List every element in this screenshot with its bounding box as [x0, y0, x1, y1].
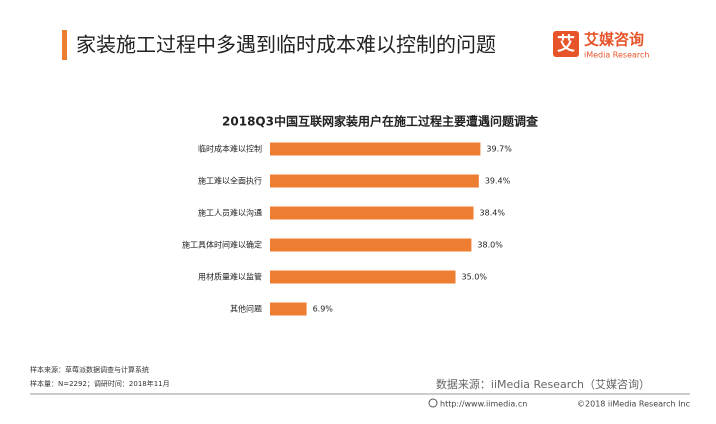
logo-icon: 艾 — [557, 33, 575, 55]
bar — [270, 302, 307, 316]
sample-size: 样本量：N=2292；调研时间：2018年11月 — [30, 379, 170, 388]
category-label: 施工具体时间难以确定 — [182, 240, 262, 250]
url-icon — [428, 398, 438, 408]
category-label: 施工难以全面执行 — [198, 176, 262, 186]
sample-source: 样本来源：草莓派数据调查与计算系统 — [30, 365, 149, 374]
copyright: ©2018 iiMedia Research Inc — [577, 400, 690, 409]
value-label: 38.4% — [480, 209, 506, 218]
value-label: 39.7% — [486, 145, 512, 154]
chart-title: 2018Q3中国互联网家装用户在施工过程主要遭遇问题调查 — [222, 114, 539, 129]
category-label: 其他问题 — [230, 304, 262, 314]
bar — [270, 142, 481, 156]
bar — [270, 174, 479, 188]
logo-name: 艾媒咨询 — [584, 31, 644, 49]
value-label: 38.0% — [477, 241, 503, 250]
title-accent — [62, 30, 67, 60]
value-label: 6.9% — [313, 305, 334, 314]
category-label: 临时成本难以控制 — [198, 144, 262, 154]
category-label: 施工人员难以沟通 — [198, 208, 262, 218]
category-label: 用材质量难以监管 — [198, 272, 262, 282]
data-source: 数据来源：iiMedia Research（艾媒咨询） — [436, 377, 650, 391]
page-title: 家装施工过程中多遇到临时成本难以控制的问题 — [76, 33, 496, 57]
logo-box — [553, 31, 579, 57]
url: http://www.iimedia.cn — [440, 400, 527, 409]
bar — [270, 206, 474, 220]
logo-sub: iMedia Research — [584, 51, 650, 60]
bar — [270, 238, 472, 252]
bar — [270, 270, 456, 284]
value-label: 39.4% — [485, 177, 511, 186]
value-label: 35.0% — [462, 273, 488, 282]
